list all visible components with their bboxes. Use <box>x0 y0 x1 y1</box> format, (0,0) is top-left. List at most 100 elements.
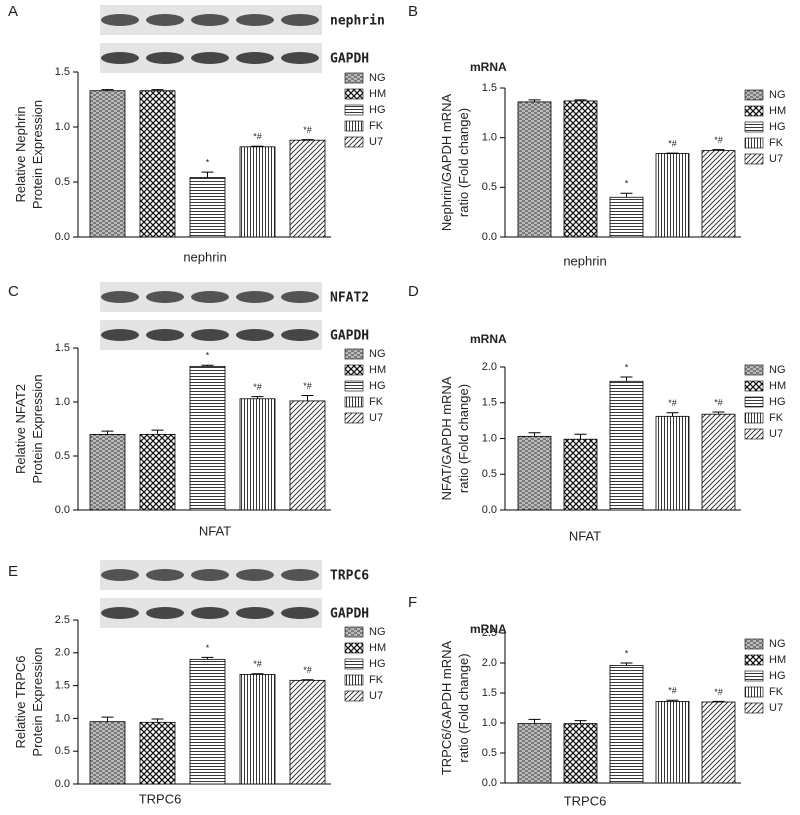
error-bar <box>251 673 264 675</box>
significance-label: *# <box>253 382 262 392</box>
y-tick-label: 1.5 <box>482 687 497 699</box>
y-tick-label: 1.5 <box>55 66 70 78</box>
blot-band <box>236 52 274 64</box>
y-tick-label: 0.5 <box>55 745 70 757</box>
significance-label: * <box>625 648 629 658</box>
legend-label: HM <box>769 380 786 392</box>
significance-label: * <box>206 643 210 653</box>
blot-band <box>281 569 319 581</box>
error-bar <box>620 192 633 198</box>
blot-band <box>101 291 139 303</box>
y-tick-label: 1.5 <box>482 397 497 409</box>
legend-swatch <box>344 364 364 376</box>
legend-swatch <box>744 654 764 666</box>
y-tick-label: 0.0 <box>482 231 497 243</box>
y-axis-label: Nephrin/GAPDH mRNA ratio (Fold change) <box>439 94 471 232</box>
error-bar <box>666 699 679 702</box>
y-axis-label-line: Relative Nephrin <box>13 106 28 202</box>
legend-label: HG <box>369 658 386 670</box>
legend-swatch <box>744 428 764 440</box>
blot-label: GAPDH <box>330 607 369 622</box>
blot-band <box>236 569 274 581</box>
y-tick-label: 0.0 <box>482 777 497 789</box>
y-tick-label: 1.0 <box>482 717 497 729</box>
y-axis-label-line: Protein Expression <box>30 100 45 209</box>
bar <box>289 679 326 785</box>
legend-swatch <box>344 396 364 408</box>
legend-label: HG <box>769 670 786 682</box>
legend-swatch <box>744 364 764 376</box>
blot-band <box>281 607 319 619</box>
bar <box>517 101 552 238</box>
blot-band <box>191 607 229 619</box>
blot-band <box>191 52 229 64</box>
blot-band <box>146 607 184 619</box>
legend-label: FK <box>369 674 384 686</box>
y-tick-label: 0.5 <box>55 176 70 188</box>
blot-label: TRPC6 <box>330 569 369 584</box>
significance-label: * <box>625 362 629 372</box>
legend-swatch <box>344 690 364 702</box>
legend-label: NG <box>369 72 386 84</box>
y-tick-label: 1.0 <box>55 396 70 408</box>
blot-band <box>146 329 184 341</box>
y-tick-label: 2.5 <box>482 627 497 639</box>
legend-label: FK <box>769 686 784 698</box>
legend-label: HM <box>369 88 386 100</box>
error-bar <box>101 716 114 722</box>
significance-label: *# <box>668 138 677 148</box>
legend-swatch <box>744 380 764 392</box>
y-tick-label: 1.5 <box>482 82 497 94</box>
legend-label: U7 <box>769 702 783 714</box>
error-bar <box>101 89 114 91</box>
bar <box>517 435 552 511</box>
legend-swatch <box>744 670 764 682</box>
significance-label: *# <box>303 381 312 391</box>
legend-swatch <box>344 412 364 424</box>
significance-label: *# <box>253 132 262 142</box>
significance-label: *# <box>303 125 312 135</box>
y-tick-label: 0.5 <box>482 747 497 759</box>
bar <box>609 665 644 784</box>
bar <box>289 139 326 238</box>
y-tick-label: 0.0 <box>482 504 497 516</box>
significance-label: *# <box>714 687 723 697</box>
significance-label: *# <box>253 659 262 669</box>
legend-label: HG <box>369 380 386 392</box>
legend-swatch <box>744 137 764 149</box>
panel-letter: D <box>408 283 419 300</box>
panel-letter: A <box>8 3 18 20</box>
blot-band <box>101 607 139 619</box>
legend-label: NG <box>769 89 786 101</box>
x-axis-label: TRPC6 <box>139 791 182 806</box>
significance-label: * <box>625 179 629 189</box>
legend-label: FK <box>369 120 384 132</box>
blot-band <box>101 569 139 581</box>
error-bar <box>712 149 725 151</box>
y-tick-label: 0.5 <box>482 181 497 193</box>
error-bar <box>301 139 314 141</box>
error-bar <box>251 396 264 399</box>
blot-band <box>236 14 274 26</box>
blot-band <box>236 329 274 341</box>
legend-label: U7 <box>769 153 783 165</box>
error-bar <box>666 412 679 417</box>
bar <box>89 721 126 785</box>
bar <box>89 433 126 511</box>
error-bar <box>712 700 725 702</box>
blot-band <box>191 14 229 26</box>
legend-swatch <box>344 642 364 654</box>
y-axis-label-line: Protein Expression <box>30 647 45 756</box>
legend-swatch <box>744 686 764 698</box>
legend-swatch <box>744 105 764 117</box>
y-tick-label: 2.5 <box>55 614 70 626</box>
legend-label: FK <box>769 412 784 424</box>
y-tick-label: 0.5 <box>55 450 70 462</box>
legend-swatch <box>344 658 364 670</box>
blot-band <box>281 291 319 303</box>
legend-label: NG <box>769 364 786 376</box>
legend-label: FK <box>769 137 784 149</box>
y-axis-label: NFAT/GAPDH mRNA ratio (Fold change) <box>439 376 471 500</box>
error-bar <box>528 432 541 437</box>
y-axis-label-line: ratio (Fold change) <box>456 108 471 217</box>
